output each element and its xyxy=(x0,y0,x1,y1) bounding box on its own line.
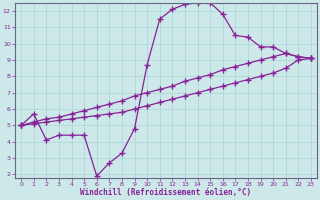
X-axis label: Windchill (Refroidissement éolien,°C): Windchill (Refroidissement éolien,°C) xyxy=(80,188,252,197)
